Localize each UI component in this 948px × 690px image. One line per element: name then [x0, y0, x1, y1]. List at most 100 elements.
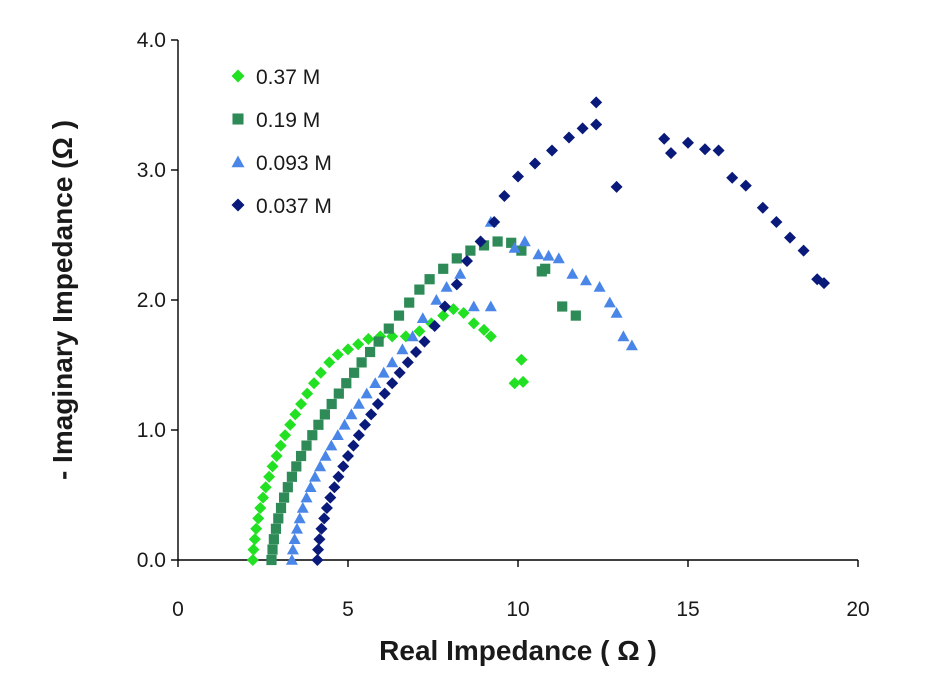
- x-axis-title: Real Impedance ( Ω ): [379, 635, 657, 666]
- legend-label: 0.037 M: [256, 195, 332, 218]
- data-point: [266, 460, 279, 473]
- data-point: [515, 353, 528, 366]
- data-point: [359, 418, 371, 431]
- data-point: [797, 244, 810, 257]
- data-point: [406, 330, 419, 342]
- data-point: [438, 300, 451, 313]
- data-point: [295, 450, 307, 462]
- data-point: [508, 377, 521, 390]
- legend-label: 0.37 M: [256, 66, 320, 89]
- data-point: [474, 235, 487, 248]
- y-axis-ticks: 0.0 1.0 2.0 3.0 4.0: [137, 29, 178, 572]
- x-tick-label: 10: [506, 598, 529, 621]
- data-point: [478, 323, 490, 336]
- data-point: [440, 281, 453, 292]
- data-point: [338, 418, 351, 430]
- data-point: [377, 366, 390, 378]
- data-point: [333, 388, 344, 399]
- legend-marker: [232, 113, 244, 125]
- data-point: [699, 143, 711, 156]
- data-point: [712, 144, 725, 157]
- data-point: [275, 502, 287, 514]
- data-point: [347, 439, 360, 452]
- data-point: [546, 144, 558, 157]
- data-point: [625, 339, 638, 351]
- data-point: [293, 512, 306, 524]
- x-tick-label: 20: [846, 598, 869, 621]
- data-point: [401, 356, 414, 369]
- y-tick-label: 1.0: [137, 419, 166, 442]
- data-point: [413, 325, 426, 338]
- data-point: [484, 300, 497, 312]
- series-2: [285, 216, 638, 565]
- data-point: [356, 357, 367, 368]
- x-tick-label: 5: [342, 598, 354, 621]
- data-point: [365, 346, 376, 358]
- data-point: [393, 366, 406, 379]
- data-point: [252, 512, 265, 525]
- legend-label: 0.19 M: [256, 109, 320, 132]
- data-point: [311, 554, 324, 566]
- data-point: [580, 274, 592, 286]
- data-point: [610, 307, 623, 318]
- data-point: [430, 294, 443, 305]
- data-point: [304, 481, 317, 492]
- data-point: [498, 190, 511, 202]
- data-point: [617, 330, 630, 342]
- data-point: [418, 335, 431, 348]
- data-point: [756, 201, 769, 214]
- y-tick-label: 2.0: [137, 289, 166, 312]
- data-point: [590, 96, 603, 109]
- data-point: [383, 323, 394, 334]
- data-point: [313, 533, 326, 546]
- data-point: [314, 460, 327, 472]
- data-point: [665, 147, 677, 160]
- data-point: [396, 343, 409, 355]
- data-series: [246, 96, 830, 566]
- data-point: [301, 387, 314, 400]
- data-point: [658, 132, 671, 145]
- data-point: [450, 278, 463, 291]
- data-point: [352, 398, 365, 409]
- data-point: [273, 513, 284, 524]
- data-point: [328, 481, 341, 494]
- data-point: [274, 439, 287, 452]
- series-3: [311, 96, 830, 566]
- data-point: [454, 268, 467, 279]
- x-tick-label: 0: [172, 598, 184, 621]
- data-point: [365, 408, 378, 421]
- data-point: [289, 408, 302, 421]
- data-point: [246, 554, 259, 566]
- data-point: [270, 523, 282, 534]
- data-point: [352, 338, 365, 351]
- legend: 0.37 M 0.19 M 0.093 M 0.037 M: [231, 66, 332, 218]
- data-point: [590, 118, 603, 131]
- data-point: [492, 236, 503, 247]
- data-point: [424, 274, 435, 285]
- y-tick-label: 0.0: [137, 549, 166, 572]
- data-point: [315, 522, 328, 535]
- data-point: [337, 460, 350, 473]
- data-point: [484, 330, 497, 343]
- data-point: [312, 543, 325, 556]
- data-point: [404, 297, 415, 308]
- data-point: [282, 482, 293, 493]
- data-point: [318, 512, 331, 525]
- data-point: [506, 237, 517, 248]
- data-point: [378, 387, 391, 400]
- data-point: [516, 245, 527, 256]
- data-point: [284, 418, 297, 431]
- data-point: [291, 522, 303, 534]
- data-point: [279, 429, 292, 442]
- data-point: [784, 231, 796, 244]
- data-point: [467, 300, 480, 312]
- data-point: [540, 263, 551, 274]
- data-point: [266, 554, 277, 566]
- data-point: [360, 387, 373, 399]
- data-point: [352, 429, 365, 442]
- legend-marker: [231, 69, 245, 83]
- data-point: [386, 377, 399, 390]
- data-point: [248, 533, 261, 546]
- plot-area: 0.0 1.0 2.0 3.0 4.0 0 5 10 15 20: [137, 29, 870, 621]
